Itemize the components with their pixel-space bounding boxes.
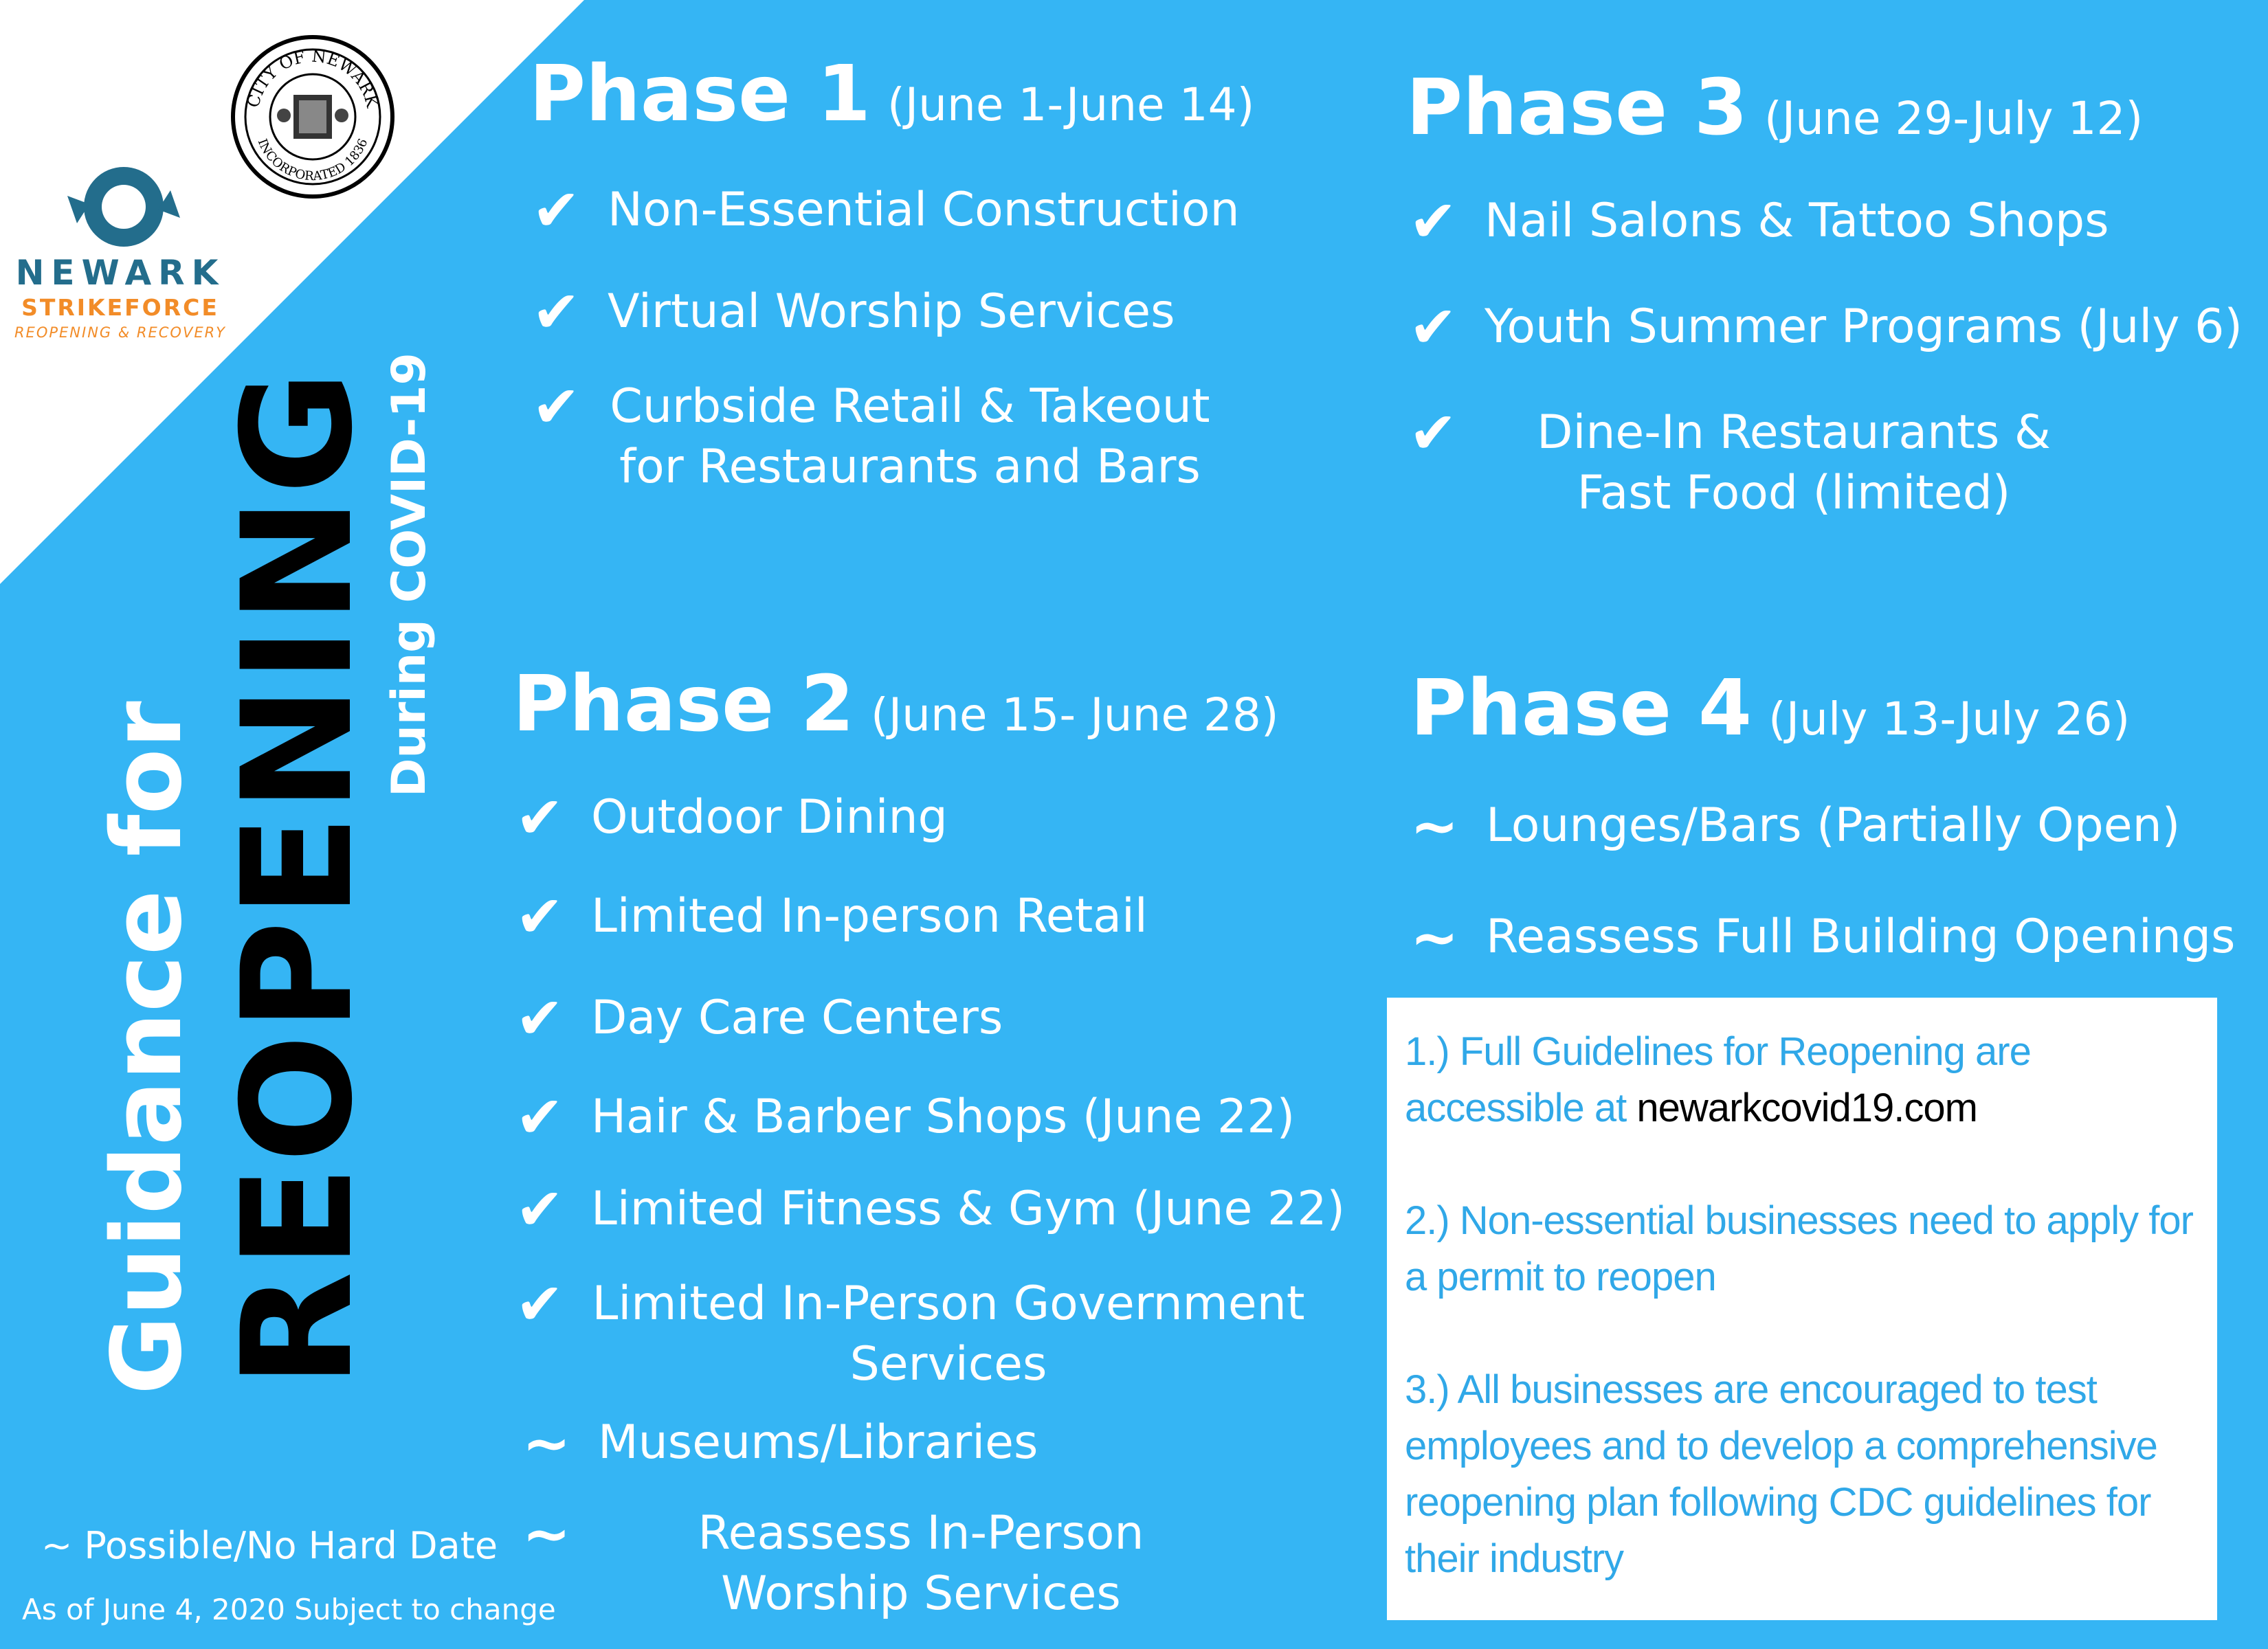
phase-2-name: Phase 2: [513, 660, 854, 749]
phase-1-item: ✔ Non-Essential Construction: [532, 177, 1240, 244]
strikeforce-newark-text: NEWARK: [15, 253, 225, 293]
check-icon: ✔: [1409, 293, 1458, 361]
phase-3-item: ✔ Dine-In Restaurants & Fast Food (limite…: [1409, 399, 2051, 520]
phase-2-item: ✔ Limited Fitness & Gym (June 22): [515, 1176, 1346, 1243]
tilde-icon: ~: [1410, 792, 1459, 860]
phase-4-dates: (July 13-July 26): [1768, 693, 2131, 745]
phase-4-name: Phase 4: [1410, 664, 1752, 753]
check-icon: ✔: [515, 883, 564, 950]
check-icon: ✔: [515, 784, 564, 851]
tilde-icon: ~: [522, 1500, 571, 1567]
phase-2-dates: (June 15- June 28): [870, 688, 1279, 741]
tilde-icon: ~: [522, 1409, 571, 1477]
city-seal-icon: CITY OF NEWARK INCORPORATED 1836: [231, 35, 394, 199]
phase-2-item: ✔ Limited In-person Retail: [515, 883, 1148, 950]
check-icon: ✔: [515, 1084, 564, 1151]
note-2: 2.) Non-essential businesses need to app…: [1405, 1198, 2194, 1299]
phase-1-item: ✔ Virtual Worship Services: [532, 278, 1175, 346]
strikeforce-name-text: STRIKEFORCE: [21, 294, 219, 321]
notes-box: 1.) Full Guidelines for Reopening are ac…: [1387, 998, 2217, 1620]
tilde-icon: ~: [1410, 904, 1459, 971]
note-1: 1.) Full Guidelines for Reopening are ac…: [1405, 1029, 2032, 1130]
phase-4-item: ~ Reassess Full Building Openings: [1410, 904, 2236, 971]
as-of-text: As of June 4, 2020 Subject to change: [22, 1593, 556, 1626]
check-icon: ✔: [532, 278, 581, 346]
check-icon: ✔: [532, 177, 581, 244]
check-icon: ✔: [532, 373, 581, 440]
phase-2-heading: Phase 2 (June 15- June 28): [513, 660, 1279, 760]
phase-2-item: ~ Reassess In-Person Worship Services: [522, 1500, 1144, 1621]
legend-text: ~ Possible/No Hard Date: [41, 1524, 498, 1567]
strikeforce-logo-icon: [67, 167, 180, 247]
phase-2-item: ✔ Day Care Centers: [515, 985, 1003, 1052]
title-during-covid: During COVID-19: [382, 352, 436, 797]
phase-2-item: ✔ Limited In-Person Government Services: [515, 1270, 1305, 1391]
phase-2-item: ✔ Hair & Barber Shops (June 22): [515, 1084, 1296, 1151]
check-icon: ✔: [1409, 188, 1458, 255]
phase-4-heading: Phase 4 (July 13-July 26): [1410, 664, 2130, 764]
phase-2-item: ~ Museums/Libraries: [522, 1409, 1038, 1477]
check-icon: ✔: [515, 985, 564, 1052]
phase-3-name: Phase 3: [1406, 63, 1748, 153]
title-reopening: REOPENING: [210, 368, 386, 1388]
website-link[interactable]: newarkcovid19.com: [1636, 1086, 1978, 1130]
strikeforce-tagline-text: REOPENING & RECOVERY: [14, 324, 227, 341]
title-guidance-for: Guidance for: [91, 701, 203, 1395]
phase-4-item: ~ Lounges/Bars (Partially Open): [1410, 792, 2181, 860]
phase-2-item: ✔ Outdoor Dining: [515, 784, 948, 851]
phase-1-heading: Phase 1 (June 1-June 14): [529, 49, 1254, 150]
phase-1-item: ✔ Curbside Retail & Takeout for Restauran…: [532, 373, 1210, 494]
check-icon: ✔: [515, 1270, 564, 1338]
phase-3-item: ✔ Youth Summer Programs (July 6): [1409, 293, 2243, 361]
check-icon: ✔: [1409, 399, 1458, 467]
note-3: 3.) All businesses are encouraged to tes…: [1405, 1367, 2158, 1581]
phase-3-dates: (June 29-July 12): [1764, 92, 2144, 145]
phase-3-item: ✔ Nail Salons & Tattoo Shops: [1409, 188, 2109, 255]
phase-1-name: Phase 1: [529, 49, 871, 139]
phase-1-dates: (June 1-June 14): [887, 78, 1255, 131]
check-icon: ✔: [515, 1176, 564, 1243]
phase-3-heading: Phase 3 (June 29-July 12): [1406, 63, 2143, 164]
